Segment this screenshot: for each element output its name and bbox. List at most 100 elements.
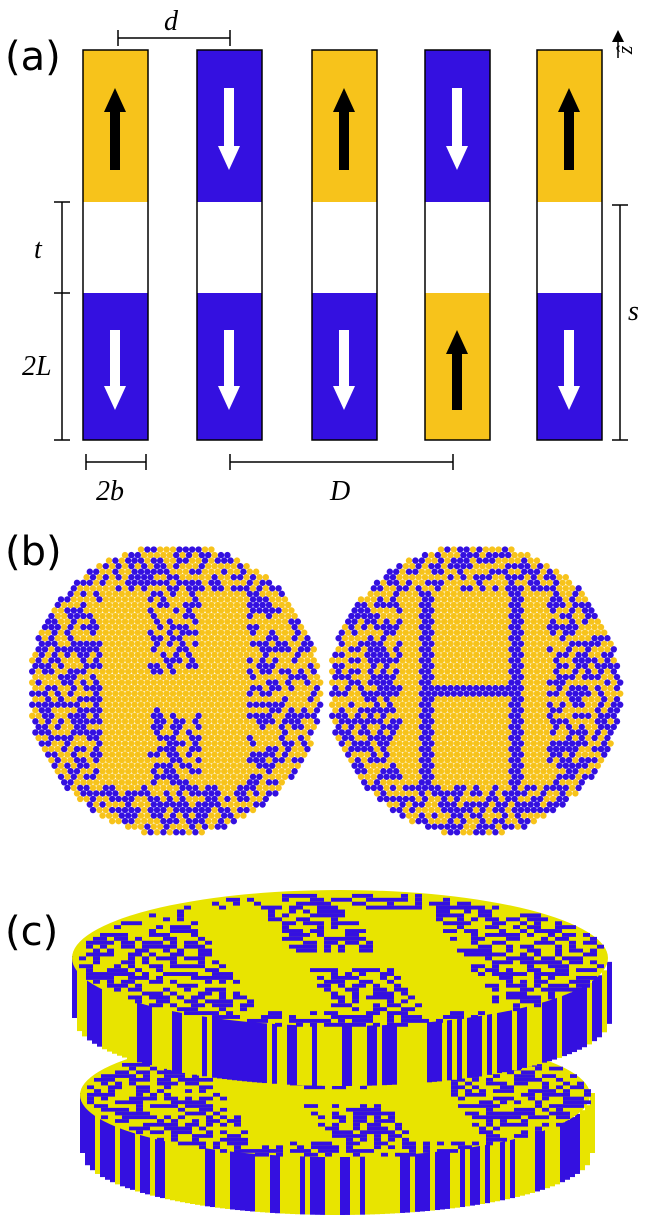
spin-dot <box>438 735 444 741</box>
spin-dot <box>109 785 115 791</box>
rod-top <box>388 1134 395 1138</box>
spin-dot <box>157 569 163 575</box>
spin-dot <box>409 807 415 813</box>
spin-dot <box>138 657 144 663</box>
spin-dot <box>537 740 543 746</box>
spin-dot <box>109 729 115 735</box>
spin-dot <box>231 796 237 802</box>
spin-dot <box>160 829 166 835</box>
spin-dot <box>518 696 524 702</box>
spin-dot <box>106 591 112 597</box>
spin-dot <box>119 580 125 586</box>
spin-dot <box>377 596 383 602</box>
spin-dot <box>61 735 67 741</box>
rod-side <box>122 996 127 1058</box>
spin-dot <box>202 557 208 563</box>
spin-dot <box>527 779 533 785</box>
spin-dot <box>441 618 447 624</box>
spin-dot <box>502 624 508 630</box>
rod-top <box>199 1112 206 1116</box>
spin-dot <box>454 807 460 813</box>
rod-side <box>312 1024 317 1086</box>
label-z-hat: ẑ <box>612 45 637 55</box>
rod-top <box>149 945 156 949</box>
spin-dot <box>476 569 482 575</box>
spin-dot <box>467 663 473 669</box>
spin-dot <box>521 557 527 563</box>
spin-dot <box>64 685 70 691</box>
rod-top <box>353 1115 360 1119</box>
spin-dot <box>428 718 434 724</box>
rod-top <box>282 894 289 898</box>
spin-dot <box>237 774 243 780</box>
spin-dot <box>425 668 431 674</box>
spin-dot <box>470 602 476 608</box>
spin-dot <box>275 762 281 768</box>
spin-dot <box>48 735 54 741</box>
rod-top <box>465 1093 472 1097</box>
rod-top <box>269 1149 276 1153</box>
spin-dot <box>215 657 221 663</box>
spin-dot <box>103 774 109 780</box>
spin-dot <box>524 552 530 558</box>
spin-dot <box>422 596 428 602</box>
spin-dot <box>361 735 367 741</box>
spin-dot <box>499 641 505 647</box>
spin-dot <box>339 718 345 724</box>
spin-dot <box>444 746 450 752</box>
spin-dot <box>476 591 482 597</box>
spin-dot <box>355 602 361 608</box>
spin-dot <box>550 718 556 724</box>
spin-dot <box>112 690 118 696</box>
spin-dot <box>199 807 205 813</box>
spin-dot <box>345 652 351 658</box>
spin-dot <box>128 740 134 746</box>
spin-dot <box>476 702 482 708</box>
spin-dot <box>138 569 144 575</box>
spin-dot <box>422 574 428 580</box>
spin-dot <box>540 812 546 818</box>
spin-dot <box>103 652 109 658</box>
spin-dot <box>547 580 553 586</box>
spin-dot <box>208 646 214 652</box>
spin-dot <box>247 735 253 741</box>
spin-dot <box>99 768 105 774</box>
spin-dot <box>285 613 291 619</box>
rod-top <box>310 941 317 945</box>
spin-dot <box>463 635 469 641</box>
spin-dot <box>205 641 211 647</box>
spin-dot <box>138 591 144 597</box>
rod-top <box>184 945 191 949</box>
spin-dot <box>380 779 386 785</box>
rod-top <box>507 1115 514 1119</box>
spin-dot <box>218 629 224 635</box>
spin-dot <box>211 707 217 713</box>
rod-side <box>87 978 92 1040</box>
spin-dot <box>451 657 457 663</box>
spin-dot <box>415 585 421 591</box>
spin-dot <box>428 674 434 680</box>
rod-top <box>226 898 233 902</box>
spin-dot <box>479 718 485 724</box>
spin-dot <box>457 790 463 796</box>
spin-dot <box>266 757 272 763</box>
spin-dot <box>476 757 482 763</box>
spin-dot <box>195 546 201 552</box>
spin-dot <box>119 646 125 652</box>
spin-dot <box>598 746 604 752</box>
rod-top <box>570 1085 577 1089</box>
spin-dot <box>122 707 128 713</box>
spin-dot <box>55 768 61 774</box>
spin-dot <box>240 812 246 818</box>
spin-dot <box>103 607 109 613</box>
spin-dot <box>256 707 262 713</box>
spin-dot <box>96 596 102 602</box>
spin-dot <box>492 641 498 647</box>
spin-dot <box>96 796 102 802</box>
spin-dot <box>237 707 243 713</box>
spin-dot <box>486 785 492 791</box>
spin-dot <box>473 607 479 613</box>
spin-dot <box>71 729 77 735</box>
spin-dot <box>428 740 434 746</box>
rod-top <box>423 1145 430 1149</box>
